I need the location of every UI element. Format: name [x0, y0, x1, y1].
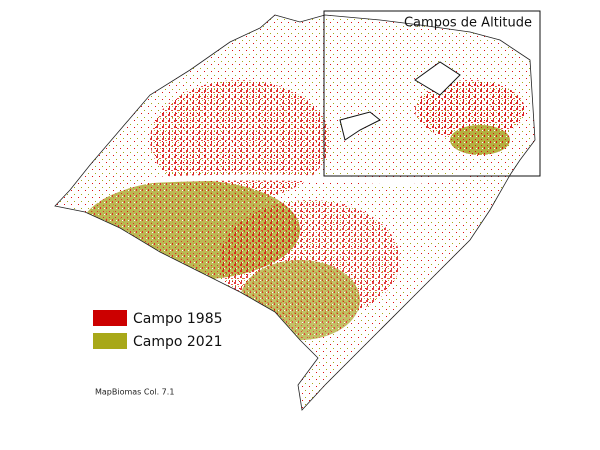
state-outline: [54, 14, 536, 411]
legend: Campo 1985 Campo 2021: [93, 310, 223, 350]
legend-swatch: [93, 310, 127, 326]
legend-label: Campo 2021: [133, 334, 223, 350]
inset-box: [323, 10, 541, 177]
legend-label: Campo 1985: [133, 311, 223, 327]
inset-title: Campos de Altitude: [404, 16, 532, 31]
source-note: MapBiomas Col. 7.1: [95, 388, 174, 397]
inset-outlines: [339, 61, 461, 141]
legend-swatch: [93, 333, 127, 349]
